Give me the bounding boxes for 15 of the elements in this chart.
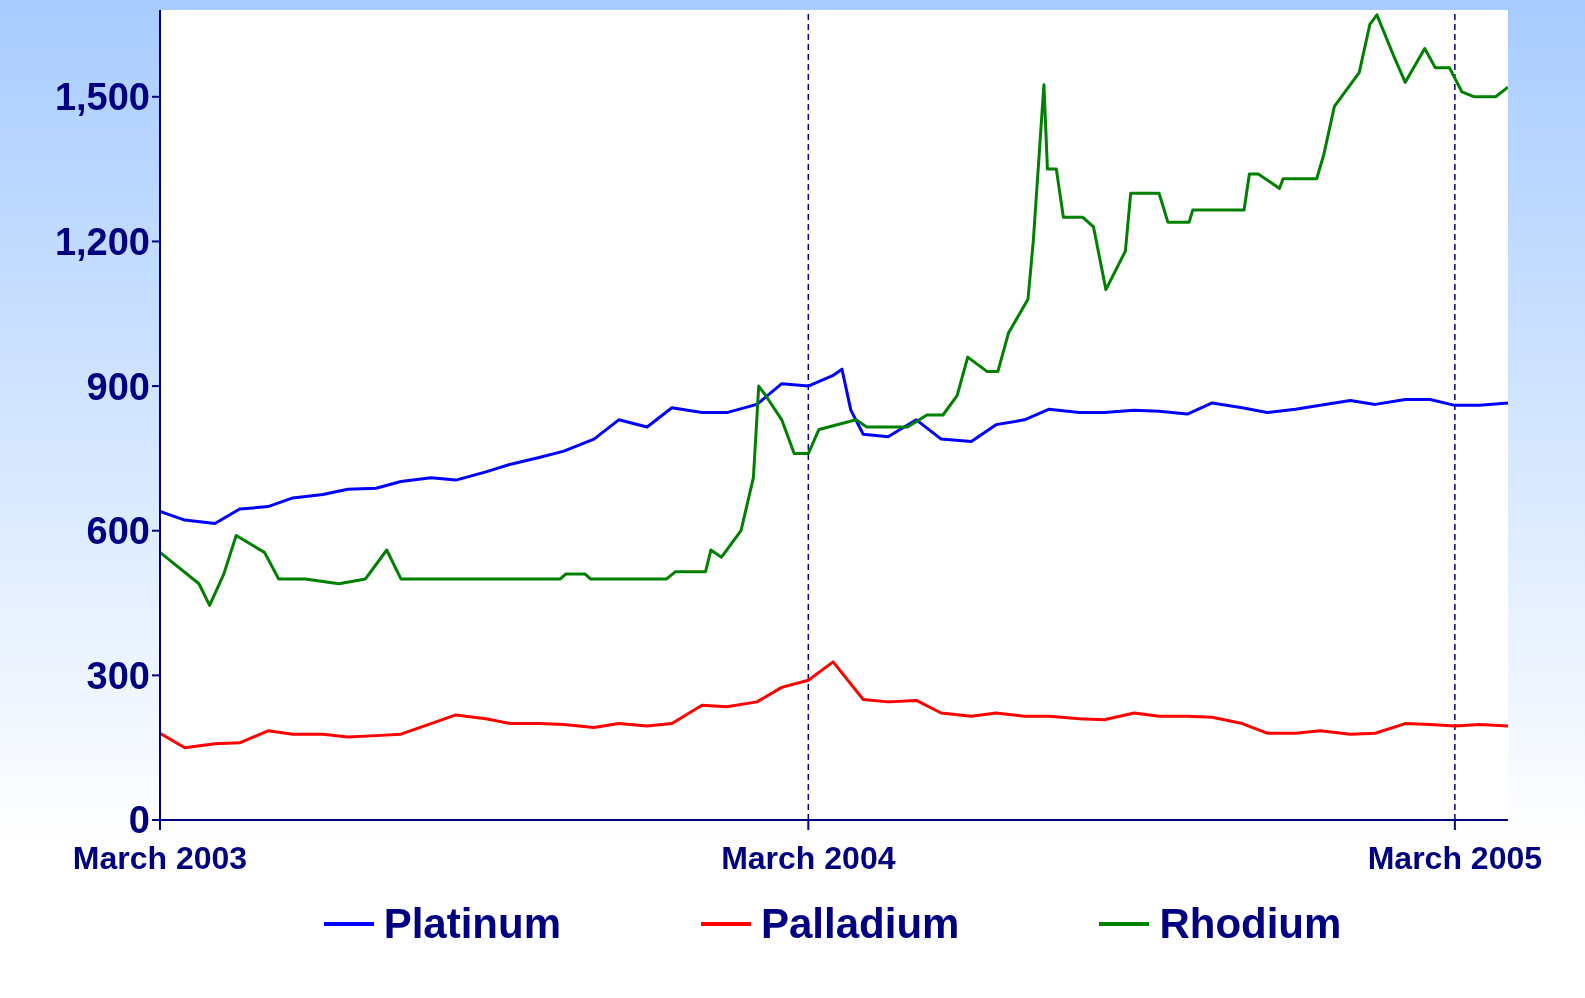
y-tick-label: 1,200 [54,220,150,263]
x-tick-label: March 2003 [72,839,248,876]
y-tick-label: 600 [86,510,150,553]
line-series [160,13,1508,607]
legend-label: Palladium [760,900,960,948]
y-tick-label: 0 [128,799,150,842]
y-tick-label: 1,500 [54,76,150,119]
x-tick-label: March 2005 [1367,839,1543,876]
y-tick-label: 900 [86,365,150,408]
line-series [160,367,1508,525]
legend-label: Platinum [383,900,561,948]
legend-label: Rhodium [1159,900,1342,948]
x-tick-label: March 2004 [721,839,896,876]
y-tick-label: 300 [86,654,150,697]
line-series [160,660,1508,750]
